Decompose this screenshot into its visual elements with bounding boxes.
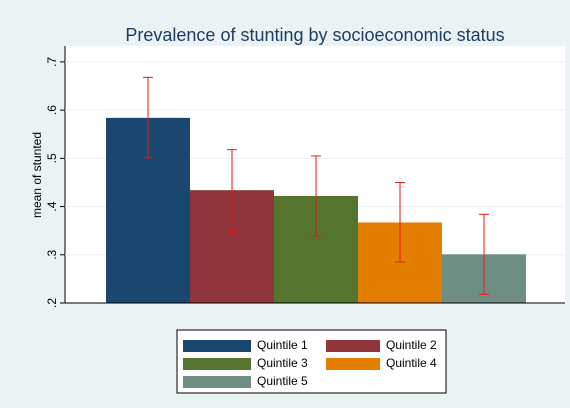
legend-label: Quintile 5 [257, 374, 308, 388]
legend-label: Quintile 3 [257, 356, 308, 370]
y-axis-label: mean of stunted [30, 132, 44, 218]
y-tick-label: .5 [45, 153, 59, 163]
chart-title: Prevalence of stunting by socioeconomic … [125, 25, 504, 45]
y-tick-label: .2 [45, 298, 59, 308]
y-tick-label: .7 [45, 57, 59, 67]
y-tick-label: .4 [45, 201, 59, 211]
legend-label: Quintile 4 [386, 356, 437, 370]
y-tick-label: .3 [45, 249, 59, 259]
legend-label: Quintile 2 [386, 338, 437, 352]
legend-swatch [183, 358, 251, 370]
legend-swatch [183, 340, 251, 352]
y-tick-label: .6 [45, 105, 59, 115]
legend-swatch [326, 358, 380, 370]
legend-label: Quintile 1 [257, 338, 308, 352]
legend-swatch [326, 340, 380, 352]
legend-swatch [183, 376, 251, 388]
